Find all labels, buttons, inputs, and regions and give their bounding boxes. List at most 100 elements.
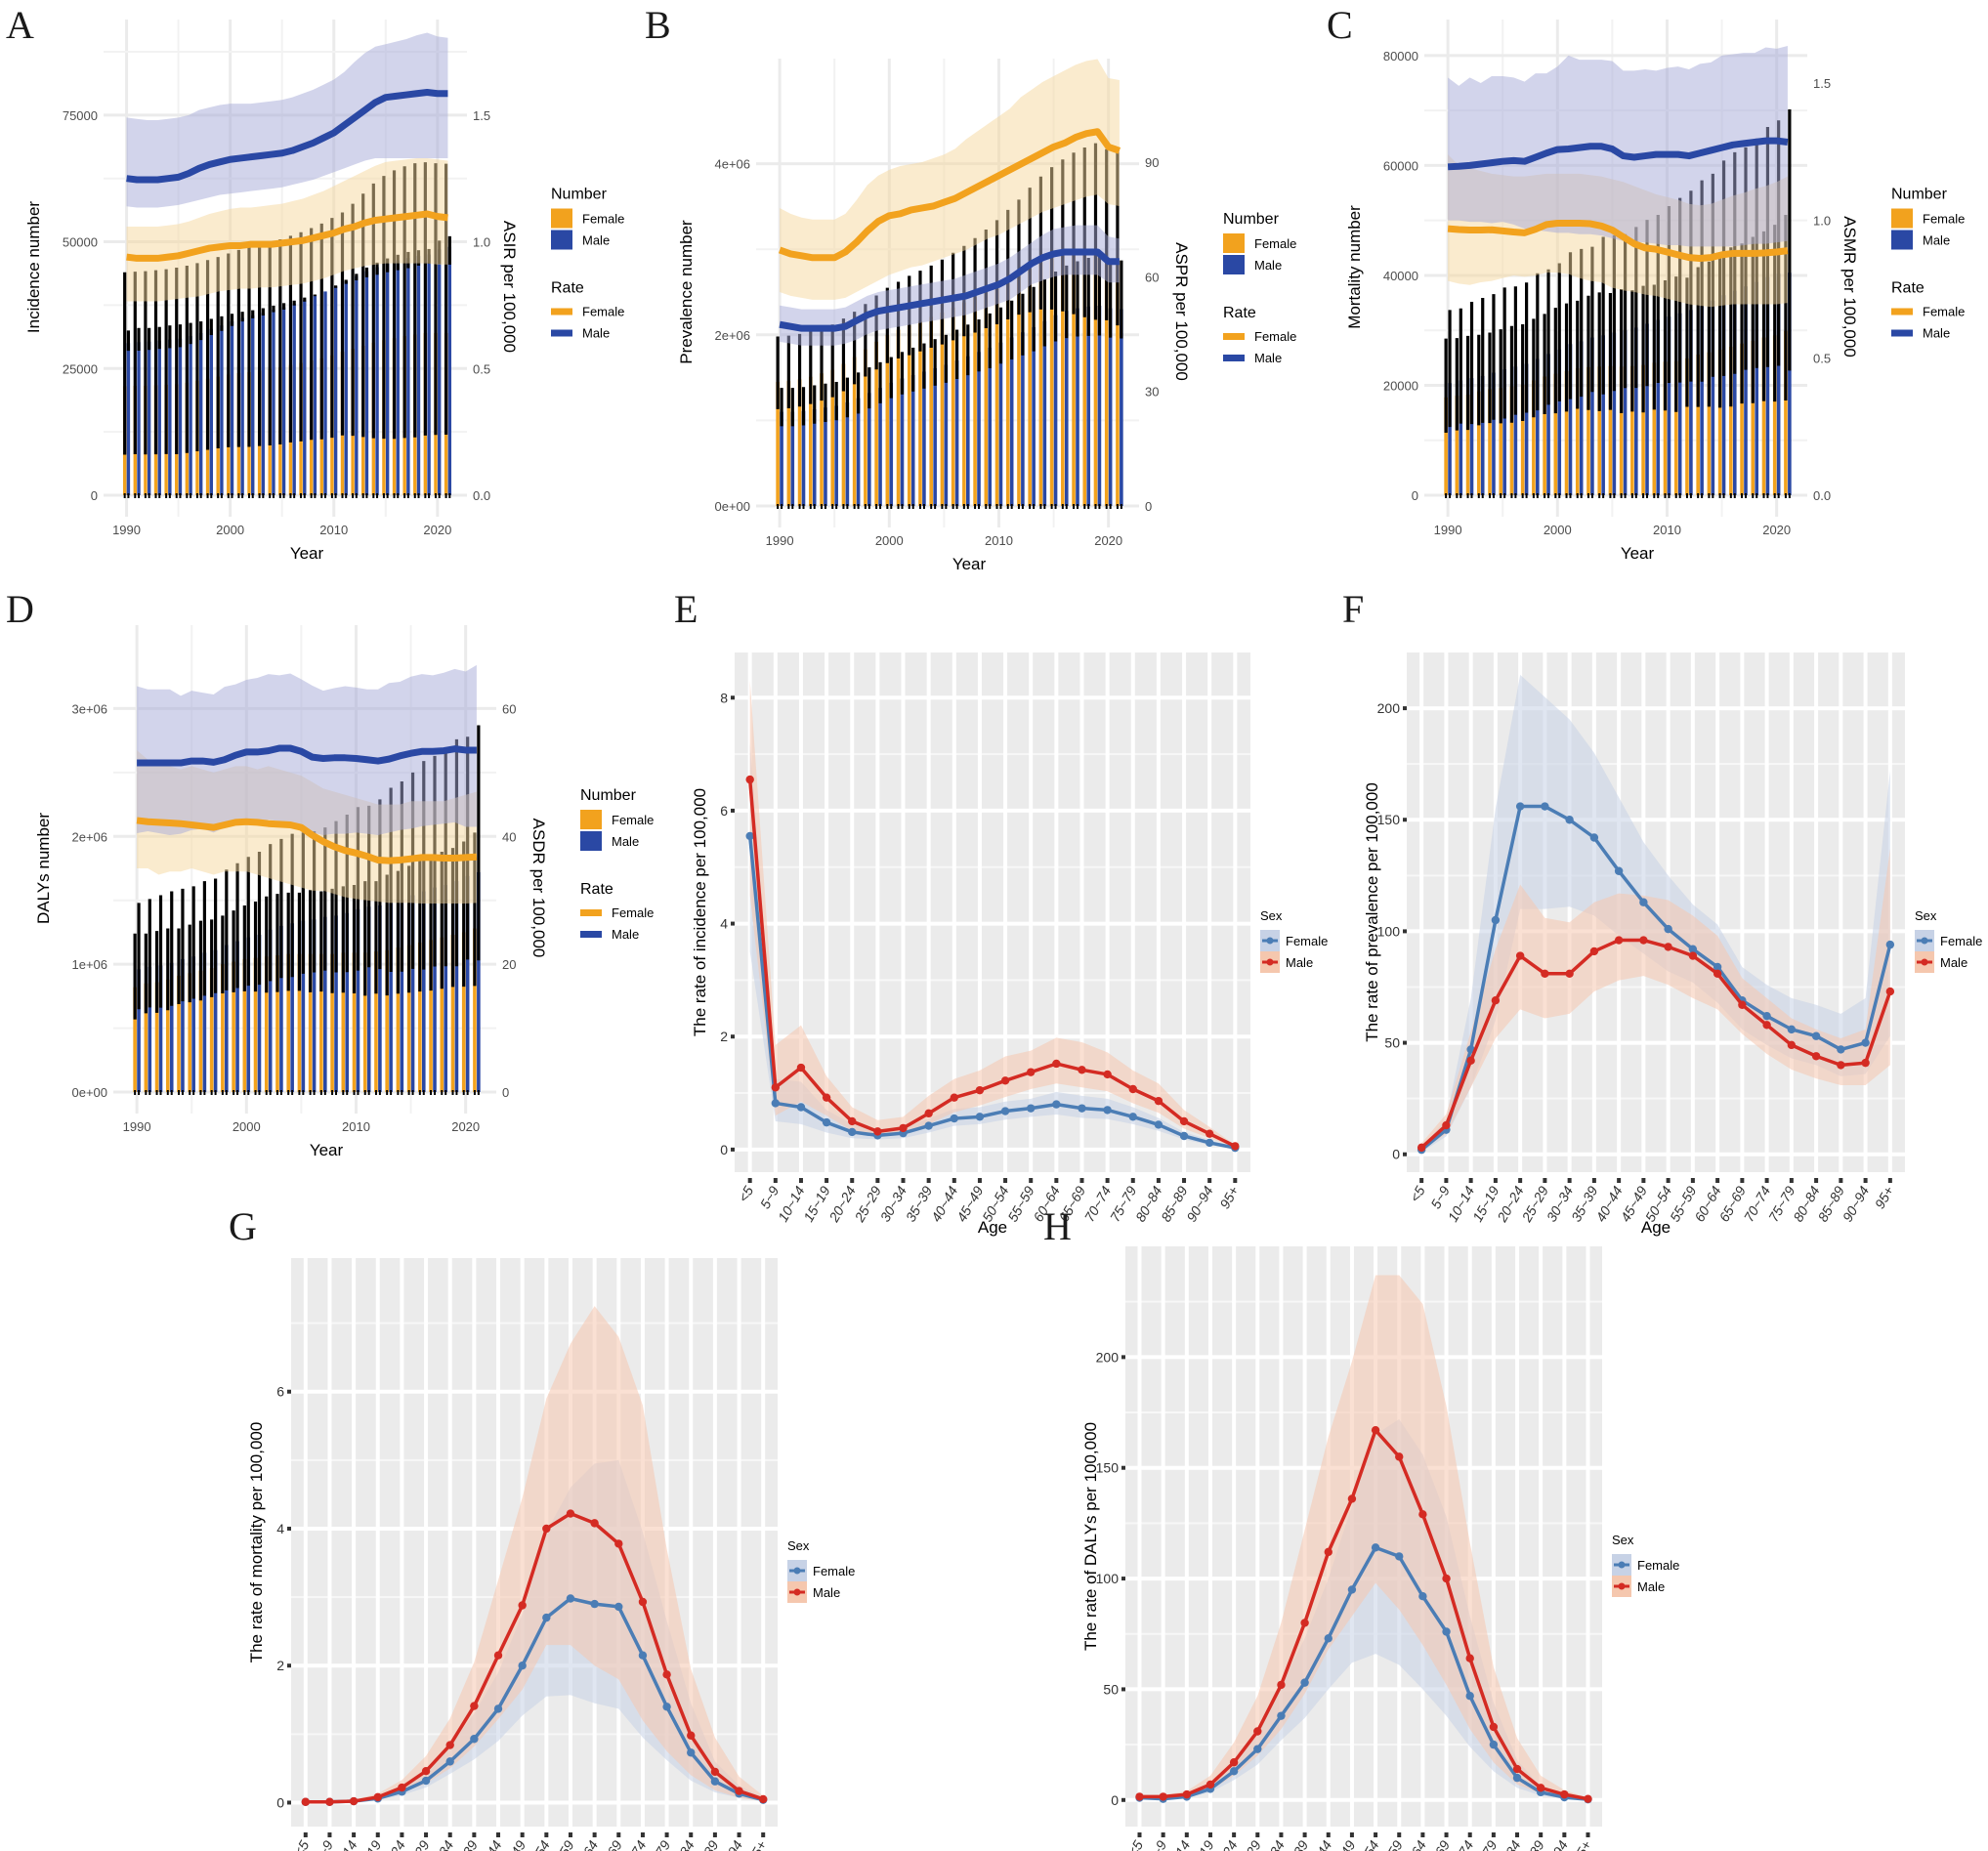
bar-female	[1619, 366, 1624, 495]
bar-male	[169, 962, 174, 1092]
bar-male	[334, 915, 338, 1092]
y-axis-title: Incidence number	[24, 201, 43, 333]
bar-male	[220, 325, 224, 495]
x-tick-mark	[1302, 1832, 1307, 1837]
y-axis-title: The rate of prevalence per 100,000	[1363, 782, 1381, 1042]
rate-line-male	[126, 88, 448, 184]
bar-male	[137, 342, 141, 495]
point-male	[470, 1702, 479, 1710]
point-female	[1324, 1634, 1332, 1643]
y-tick-label: 3e+06	[71, 701, 107, 716]
panel-label: G	[229, 1204, 257, 1248]
line-female	[1420, 804, 1892, 1152]
x-tick-mark	[1029, 1178, 1034, 1183]
x-tick-mark	[1444, 1832, 1449, 1837]
x-tick-mark	[1641, 1178, 1646, 1183]
legend-swatch-male-number	[551, 230, 572, 250]
bar-female	[1696, 354, 1700, 495]
legend-title-sex: Sex	[1915, 908, 1937, 923]
x-tick-label: <5	[291, 1837, 313, 1851]
bar-male	[790, 411, 795, 506]
x-tick-label: <5	[1407, 1183, 1428, 1204]
x-tick-label: 1990	[112, 523, 141, 537]
point-male	[1885, 987, 1895, 996]
x-tick-label: <5	[1124, 1837, 1146, 1851]
x-tick-label: 95+	[744, 1838, 770, 1851]
point-female	[950, 1114, 958, 1123]
plot-area: 050100150200<55~910~1415~1920~2425~2930~…	[1081, 1246, 1602, 1851]
point-male	[924, 1109, 933, 1118]
y-tick-mark	[731, 1147, 735, 1152]
bar-female	[473, 928, 477, 1092]
plot-area: 0e+00 1e+06 2e+06 3e+06 0 20 40 60 1990 2000 2010 2…	[34, 625, 548, 1159]
y2-tick-label: 30	[1145, 385, 1159, 400]
legend-label-female: Female	[582, 212, 624, 227]
legend-title-number: Number	[580, 787, 637, 804]
point-male	[1159, 1792, 1167, 1801]
rate-line-female	[1447, 219, 1789, 262]
point-female	[924, 1121, 933, 1130]
bar-male	[213, 949, 218, 1092]
point-male	[1231, 1142, 1240, 1151]
bar-female	[1564, 370, 1569, 495]
legend-label-female: Female	[1254, 329, 1296, 344]
bar-male	[1623, 330, 1628, 495]
panel-f: F 0 50 100 150 200 <5 5~9 10~14 15~19 20~24 25~29 3…	[1329, 586, 1988, 1237]
point-male	[542, 1524, 551, 1534]
legend-title-number: Number	[1223, 211, 1280, 228]
point-male	[1491, 995, 1501, 1005]
bar-male	[1042, 320, 1047, 506]
legend-swatch-male-rate	[1223, 355, 1245, 361]
y-axis-title: Mortality number	[1345, 205, 1364, 329]
y-tick-label: 0	[276, 1794, 284, 1810]
legend-label-male: Male	[612, 834, 639, 849]
point-female	[1811, 1031, 1821, 1040]
bar-male	[1765, 276, 1770, 495]
chart-c: 0 20000 40000 60000 80000 0.0 0.5 1.0 1.5 1990 200…	[1345, 20, 1965, 563]
x-tick-mark	[375, 1832, 380, 1837]
x-tick-label: 2020	[1762, 523, 1791, 537]
point-male	[1179, 1116, 1189, 1126]
y-tick-label: 0	[720, 1142, 728, 1157]
bar-female	[440, 937, 444, 1092]
point-female	[1442, 1627, 1451, 1636]
point-male	[1466, 1056, 1475, 1066]
bar-male	[303, 300, 307, 495]
bar-male	[1776, 273, 1781, 495]
legend-swatch-female-rate	[580, 909, 602, 916]
bar-male	[1108, 308, 1113, 506]
legend-swatch-female-number	[551, 208, 572, 229]
point-female	[745, 831, 754, 841]
bar-male	[1590, 337, 1594, 495]
y-tick-mark	[1121, 1465, 1125, 1470]
bar-female	[1455, 396, 1459, 495]
point-male	[975, 1085, 985, 1095]
bar-male	[944, 364, 949, 506]
bar-male	[834, 405, 838, 506]
bar-male	[1076, 308, 1079, 506]
x-tick-mark	[1420, 1832, 1425, 1837]
y2-tick-label: 1.0	[1813, 214, 1831, 229]
bar-male	[272, 310, 275, 495]
x-tick-label: <5	[735, 1183, 756, 1204]
legend: Number Female Male Rate Female Male	[580, 787, 654, 942]
y2-tick-label: 0.0	[473, 488, 490, 503]
point-female	[687, 1748, 696, 1757]
bar-male	[333, 286, 338, 495]
point-male	[735, 1787, 743, 1795]
point-male	[1154, 1096, 1163, 1106]
point-female	[590, 1599, 599, 1609]
legend-key-female-point	[1921, 937, 1928, 945]
chart-g: 0246<55~910~1415~1920~2425~2930~3435~394…	[247, 1258, 855, 1851]
bar-male	[251, 315, 255, 495]
bar-female	[1017, 271, 1021, 506]
bar-female	[1476, 391, 1481, 495]
plot-area: 0 20000 40000 60000 80000 0.0 0.5 1.0 1.5 1990 200…	[1345, 20, 1859, 563]
point-female	[1300, 1678, 1309, 1687]
bar-male	[148, 966, 152, 1092]
panel-label: B	[645, 3, 671, 47]
bar-male	[438, 249, 442, 495]
legend-label-male: Male	[612, 927, 639, 942]
